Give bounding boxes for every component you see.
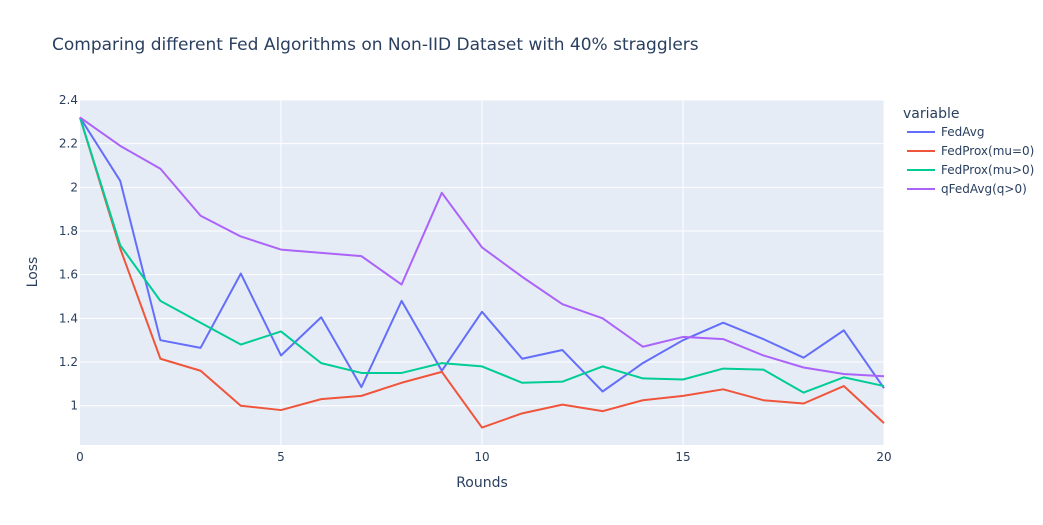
x-axis-ticks: 0 5 10 15 20	[76, 450, 891, 464]
legend-item[interactable]: FedAvg	[907, 125, 984, 139]
y-tick-label: 1.4	[59, 311, 78, 325]
x-tick-label: 10	[474, 450, 489, 464]
legend-item[interactable]: qFedAvg(q>0)	[907, 182, 1027, 196]
x-axis-title: Rounds	[456, 475, 508, 491]
series-line-FedProx(mu=0)	[79, 117, 885, 429]
series-line-qFedAvg(q>0)	[79, 116, 885, 378]
y-axis-ticks: 1 1.2 1.4 1.6 1.8 2 2.2 2.4	[59, 93, 78, 413]
legend: variable FedAvg FedProx(mu=0) FedProx(mu>0…	[903, 106, 1034, 196]
legend-label: FedProx(mu>0)	[941, 163, 1034, 177]
y-tick-label: 1.8	[59, 224, 78, 238]
y-tick-label: 1.2	[59, 355, 78, 369]
y-tick-label: 2	[70, 180, 78, 194]
x-tick-label: 0	[76, 450, 84, 464]
chart-title: Comparing different Fed Algorithms on No…	[52, 35, 699, 55]
legend-title: variable	[903, 106, 959, 122]
legend-item[interactable]: FedProx(mu>0)	[907, 163, 1034, 177]
x-tick-label: 5	[277, 450, 285, 464]
y-tick-label: 2.2	[59, 137, 78, 151]
legend-label: qFedAvg(q>0)	[941, 182, 1027, 196]
series-lines	[79, 116, 885, 429]
y-tick-label: 1.6	[59, 268, 78, 282]
y-axis-title: Loss	[25, 257, 41, 288]
legend-label: FedProx(mu=0)	[941, 144, 1034, 158]
y-tick-label: 2.4	[59, 93, 78, 107]
x-tick-label: 15	[675, 450, 690, 464]
y-tick-label: 1	[70, 399, 78, 413]
legend-item[interactable]: FedProx(mu=0)	[907, 144, 1034, 158]
x-tick-label: 20	[876, 450, 891, 464]
legend-label: FedAvg	[941, 125, 984, 139]
grid-lines	[80, 99, 885, 445]
series-line-FedProx(mu>0)	[79, 117, 885, 394]
series-line-FedAvg	[79, 116, 885, 393]
